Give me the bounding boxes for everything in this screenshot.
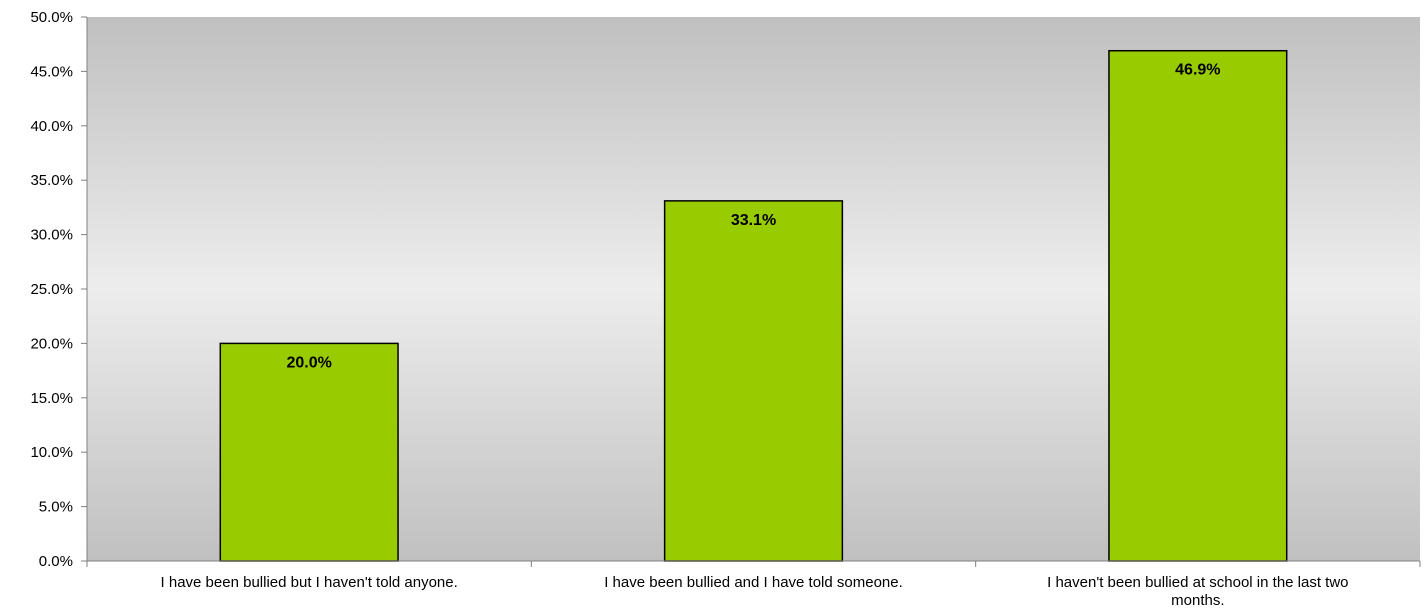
x-category-label: I have been bullied but I haven't told a… [161,574,458,591]
x-category-label: I haven't been bullied at school in the … [1047,574,1348,609]
bar [663,200,844,562]
axes-group [81,16,1421,567]
y-tick-label: 50.0% [30,9,73,26]
data-label: 46.9% [1175,62,1220,79]
y-tick-label: 40.0% [30,118,73,135]
y-tick-label: 10.0% [30,444,73,461]
y-tick-label: 30.0% [30,227,73,244]
bar [219,342,399,562]
y-tick-label: 25.0% [30,281,73,298]
y-tick-label: 15.0% [30,390,73,407]
bar [1108,49,1288,562]
labels-group: 0.0% 5.0% 10.0% 15.0% 20.0% 25.0% 30.0% 35.0% 40… [30,9,1348,609]
y-tick-label: 0.0% [39,553,73,570]
data-label: 20.0% [286,354,331,371]
y-tick-label: 45.0% [30,63,73,80]
y-tick-label: 20.0% [30,335,73,352]
x-category-label: I have been bullied and I have told some… [604,574,903,591]
y-tick-label: 5.0% [39,499,73,516]
y-tick-label: 35.0% [30,172,73,189]
data-label: 33.1% [731,212,776,229]
bars-group [219,49,1288,562]
